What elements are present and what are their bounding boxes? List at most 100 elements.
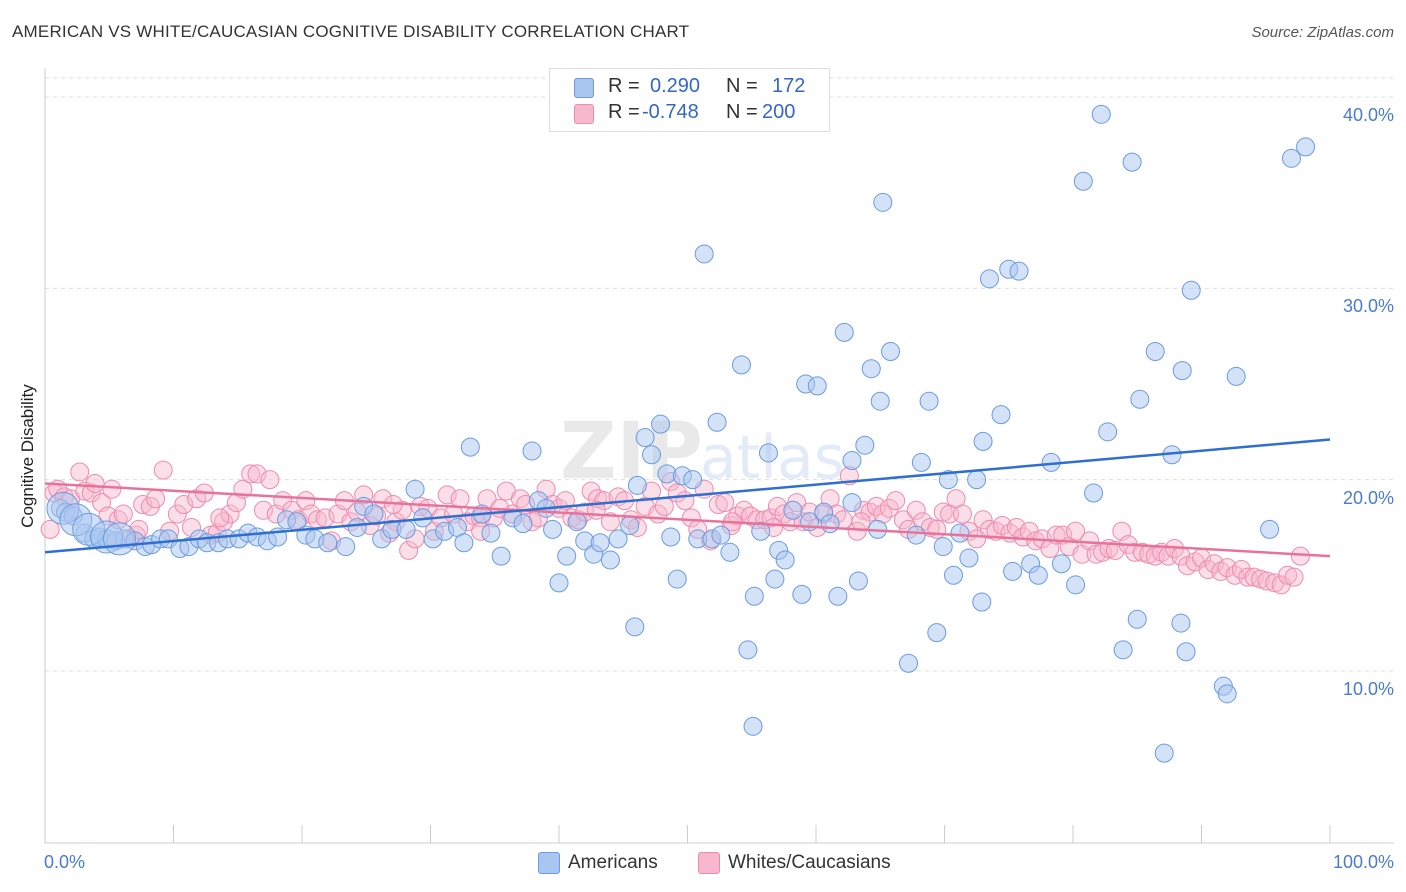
legend-row-whites: R = -0.748 N = 200 [550, 101, 829, 127]
scatter-point [828, 586, 848, 606]
legend-r-label: R = [608, 101, 640, 123]
scatter-point [40, 519, 60, 539]
whites-legend-label: Whites/Caucasians [728, 852, 891, 873]
scatter-point [1066, 521, 1086, 541]
scatter-point [336, 537, 356, 557]
chart-title: AMERICAN VS WHITE/CAUCASIAN COGNITIVE DI… [12, 22, 690, 41]
scatter-point [627, 475, 647, 495]
scatter-point [187, 489, 207, 509]
scatter-point [731, 355, 751, 375]
whites-points [40, 460, 1310, 595]
scatter-point [707, 412, 727, 432]
scatter-point [1009, 261, 1029, 281]
scatter-point [133, 494, 153, 514]
scatter-point [620, 516, 640, 536]
scatter-point [893, 510, 913, 530]
scatter-point [1098, 422, 1118, 442]
scatter-point [253, 500, 273, 520]
scatter-point [1086, 544, 1106, 564]
scatter-point [1154, 743, 1174, 763]
scatter-point [842, 451, 862, 470]
legend-r-label: R = [608, 75, 640, 97]
scatter-point [792, 584, 812, 604]
scatter-point [1125, 542, 1145, 562]
scatter-point [1278, 565, 1298, 585]
scatter-point [600, 512, 620, 532]
scatter-point [711, 525, 731, 545]
scatter-point [481, 523, 501, 543]
scatter-point [557, 546, 577, 566]
scatter-point [683, 470, 703, 490]
legend-n-label: N = [726, 101, 758, 123]
scatter-point [661, 527, 681, 547]
scatter-point [81, 483, 101, 503]
scatter-point [1260, 519, 1280, 539]
source-label: Source: ZipAtlas.com [1251, 24, 1394, 41]
scatter-point [1132, 542, 1152, 562]
scatter-point [146, 489, 166, 509]
y-tick-label: 20.0% [1342, 487, 1394, 508]
scatter-point [581, 481, 601, 501]
scatter-point [1181, 280, 1201, 300]
scatter-point [906, 525, 926, 545]
scatter-point [943, 565, 963, 585]
americans-swatch [574, 78, 594, 98]
scatter-point [85, 473, 105, 493]
scatter-point [1105, 540, 1125, 560]
scatter-point [743, 716, 763, 736]
scatter-point [1176, 642, 1196, 662]
scatter-point [392, 500, 412, 520]
x-tick-label: 100.0% [1332, 852, 1394, 872]
scatter-point [1091, 104, 1111, 124]
trend-lines [44, 438, 1331, 558]
scatter-point [1051, 554, 1071, 574]
legend-row-americans: R = 0.290 N = 172 [550, 75, 829, 101]
scatter-point [399, 540, 419, 560]
scatter-point [927, 519, 947, 539]
scatter-point [870, 391, 890, 411]
scatter-point [911, 452, 931, 472]
scatter-point [979, 519, 999, 539]
scatter-point [437, 485, 457, 505]
scatter-point [543, 519, 563, 539]
stats-legend: R = 0.290 N = 172 R = -0.748 N = 200 [549, 68, 830, 132]
scatter-point [608, 529, 628, 549]
scatter-point [549, 573, 569, 593]
scatter-point [992, 516, 1012, 536]
scatter-point [959, 548, 979, 568]
scatter-point [927, 623, 947, 643]
scatter-point [715, 493, 735, 513]
legend-n-label: N = [726, 75, 758, 97]
scatter-point [1217, 684, 1237, 704]
legend-r-value: 0.290 [650, 75, 701, 97]
scatter-point [635, 428, 655, 448]
legend-n-value: 172 [772, 75, 806, 97]
scatter-point [405, 479, 425, 499]
scatter-point [1244, 567, 1264, 587]
scatter-point [522, 441, 542, 461]
scatter-point [1028, 565, 1048, 585]
scatter-point [260, 470, 280, 490]
scatter-point [1217, 558, 1237, 578]
scatter-point [952, 504, 972, 524]
scatter-point [654, 496, 674, 516]
scatter-point [567, 512, 587, 532]
scatter-point [594, 491, 614, 511]
scatter-point [241, 464, 261, 484]
scatter-point [1145, 341, 1165, 361]
scatter-point [681, 508, 701, 528]
scatter-point-large [103, 522, 137, 556]
scatter-point [1172, 361, 1192, 381]
scatter-point [847, 521, 867, 541]
scatter-point [744, 586, 764, 606]
scatter-point [933, 537, 953, 557]
scatter-point [842, 493, 862, 513]
scatter-point [979, 269, 999, 289]
y-tick-label: 10.0% [1342, 678, 1394, 699]
scatter-point [153, 460, 173, 480]
scatter-point [1296, 137, 1316, 157]
scatter-point [396, 519, 416, 539]
scatter-point [210, 508, 230, 528]
scatter-point [513, 514, 533, 534]
scatter-point [1113, 640, 1133, 660]
